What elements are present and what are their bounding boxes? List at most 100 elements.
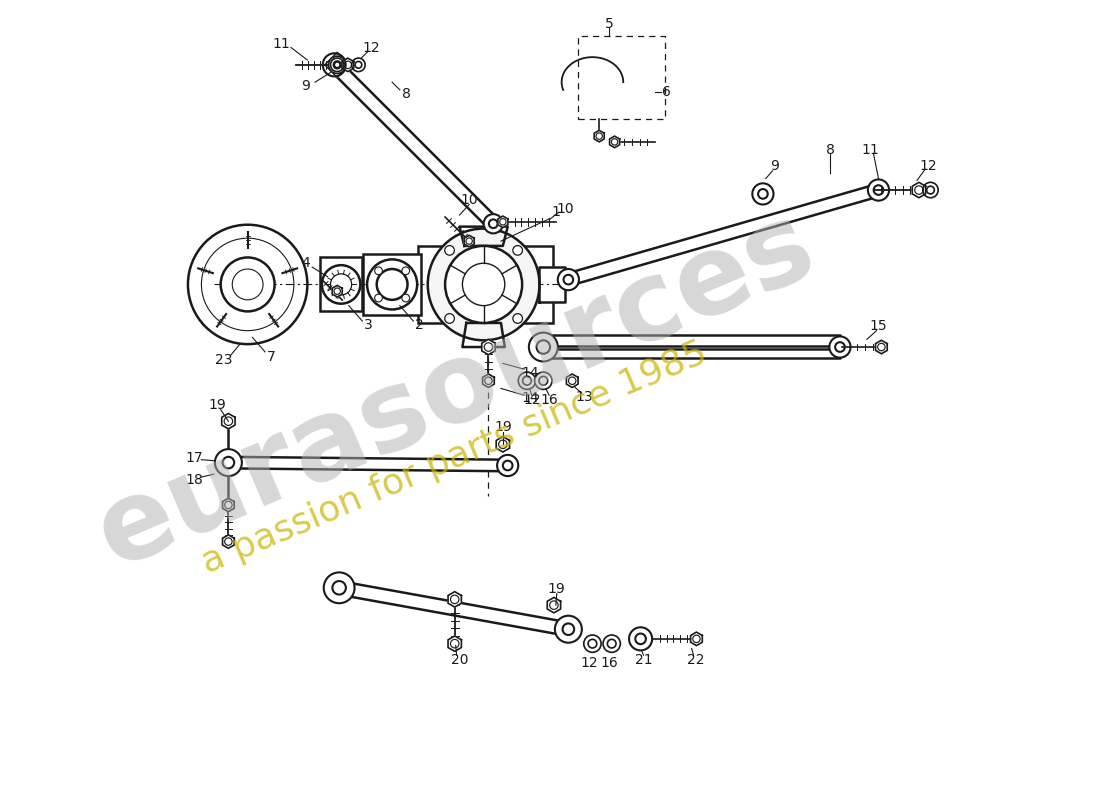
Circle shape (629, 627, 652, 650)
Circle shape (868, 179, 889, 201)
Polygon shape (566, 374, 579, 387)
Text: 1: 1 (551, 205, 560, 219)
Text: 19: 19 (548, 582, 565, 596)
Text: 19: 19 (494, 420, 512, 434)
Polygon shape (222, 414, 235, 429)
Polygon shape (330, 60, 498, 229)
Circle shape (402, 294, 409, 302)
Circle shape (330, 274, 352, 295)
Polygon shape (448, 636, 461, 651)
Polygon shape (594, 130, 604, 142)
Circle shape (497, 455, 518, 476)
Circle shape (513, 314, 522, 323)
Text: 20: 20 (451, 653, 469, 667)
Circle shape (322, 54, 345, 76)
Polygon shape (342, 58, 354, 71)
Text: 9: 9 (770, 159, 779, 173)
Text: 12: 12 (920, 159, 937, 173)
Polygon shape (691, 632, 702, 646)
Text: 19: 19 (208, 398, 226, 412)
Polygon shape (229, 457, 508, 471)
Text: 2: 2 (415, 318, 424, 332)
Circle shape (444, 246, 454, 255)
Circle shape (923, 182, 938, 198)
Text: 22: 22 (686, 653, 704, 667)
Polygon shape (876, 340, 888, 354)
Polygon shape (462, 323, 505, 347)
Circle shape (518, 372, 536, 390)
Text: 4: 4 (301, 256, 310, 270)
Circle shape (188, 225, 307, 344)
Circle shape (462, 263, 505, 306)
Polygon shape (912, 182, 925, 198)
Text: 16: 16 (540, 393, 558, 407)
FancyBboxPatch shape (363, 254, 421, 315)
Circle shape (558, 269, 579, 290)
Polygon shape (547, 598, 561, 613)
Circle shape (367, 259, 417, 310)
Circle shape (446, 246, 522, 323)
Circle shape (323, 572, 354, 603)
Text: 14: 14 (521, 391, 539, 405)
Circle shape (214, 449, 242, 476)
Text: 15: 15 (870, 319, 888, 333)
Text: 12: 12 (522, 393, 540, 407)
Text: 16: 16 (600, 656, 618, 670)
Text: 7: 7 (267, 350, 276, 364)
Text: 23: 23 (214, 353, 232, 366)
FancyBboxPatch shape (418, 246, 553, 323)
Text: 3: 3 (364, 318, 373, 332)
Circle shape (444, 314, 454, 323)
Circle shape (376, 269, 407, 300)
Polygon shape (482, 339, 495, 354)
Polygon shape (539, 267, 565, 302)
Polygon shape (496, 437, 509, 452)
Polygon shape (448, 592, 461, 607)
Polygon shape (566, 184, 880, 286)
Text: 17: 17 (186, 450, 204, 465)
Circle shape (352, 58, 365, 71)
Circle shape (329, 56, 345, 74)
Circle shape (428, 229, 539, 340)
Text: 11: 11 (862, 142, 880, 157)
Text: 12: 12 (362, 41, 380, 54)
Circle shape (322, 265, 361, 304)
Circle shape (554, 616, 582, 642)
Circle shape (402, 267, 409, 274)
Text: 5: 5 (604, 18, 613, 31)
Polygon shape (460, 226, 508, 246)
Circle shape (484, 214, 503, 234)
Text: 8: 8 (826, 142, 835, 157)
Circle shape (603, 635, 620, 652)
Polygon shape (338, 581, 570, 636)
Text: 6: 6 (662, 85, 671, 99)
Circle shape (221, 258, 275, 311)
Circle shape (584, 635, 601, 652)
Polygon shape (332, 286, 342, 297)
Polygon shape (541, 350, 840, 358)
Text: 13: 13 (576, 390, 594, 404)
Text: 10: 10 (557, 202, 574, 216)
Polygon shape (609, 136, 619, 148)
Text: 11: 11 (273, 37, 290, 50)
Text: a passion for parts since 1985: a passion for parts since 1985 (197, 335, 713, 580)
Circle shape (330, 58, 344, 71)
Polygon shape (498, 216, 508, 228)
Polygon shape (222, 498, 234, 512)
Circle shape (513, 246, 522, 255)
Text: 9: 9 (301, 79, 310, 93)
Text: 14: 14 (521, 366, 539, 380)
Text: 18: 18 (186, 473, 204, 487)
Circle shape (375, 294, 383, 302)
Polygon shape (541, 335, 840, 346)
Text: eurasources: eurasources (80, 191, 829, 590)
Text: 21: 21 (635, 653, 652, 667)
Circle shape (529, 333, 558, 362)
Polygon shape (324, 52, 350, 78)
Polygon shape (222, 535, 234, 548)
Circle shape (375, 267, 383, 274)
Circle shape (535, 372, 552, 390)
FancyBboxPatch shape (320, 258, 362, 311)
Circle shape (829, 337, 850, 358)
Text: 12: 12 (581, 656, 598, 670)
